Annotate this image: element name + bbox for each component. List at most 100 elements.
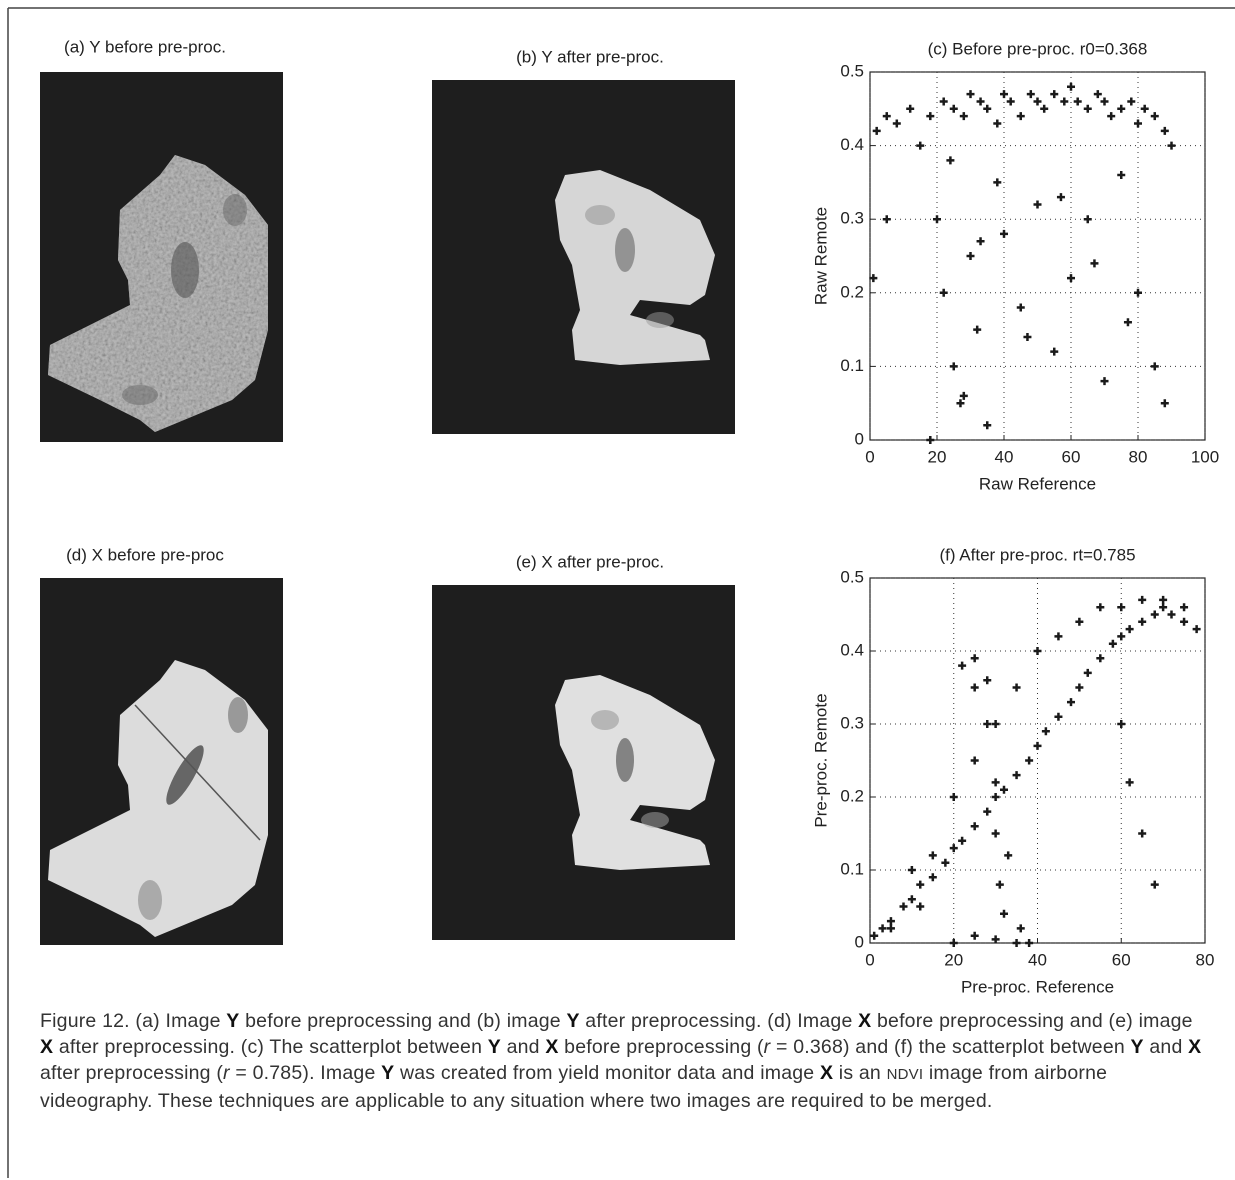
scatter-point	[1127, 97, 1136, 106]
scatter-point	[886, 917, 895, 926]
scatter-point	[991, 793, 1000, 801]
scatter-point	[1125, 625, 1134, 634]
scatter-point	[1083, 215, 1092, 224]
scatter-point	[956, 399, 965, 408]
x-tick-label: 60	[1062, 447, 1081, 466]
scatter-point	[1067, 698, 1075, 707]
y-tick-label: 0	[855, 932, 864, 951]
scatter-point	[870, 931, 879, 940]
scatter-point	[1117, 720, 1126, 728]
scatter-point	[1093, 90, 1102, 99]
x-tick-label: 0	[865, 950, 874, 969]
scatter-point	[1150, 880, 1159, 889]
scatter-point	[1100, 377, 1109, 386]
scatter-point	[1067, 274, 1075, 283]
scatter-point	[878, 924, 887, 933]
scatter-point	[1041, 727, 1050, 736]
scatter-point	[1140, 104, 1149, 113]
x-tick-label: 20	[928, 447, 947, 466]
caption-text: = 0.785). Image	[229, 1062, 382, 1084]
caption-text: = 0.368) and (f) the scatterplot between	[770, 1036, 1131, 1058]
scatter-point	[1083, 668, 1092, 677]
scatter-point	[1159, 595, 1168, 604]
scatter-point	[1050, 90, 1059, 99]
scatter-point	[983, 421, 992, 430]
scatter-point	[899, 902, 908, 911]
scatter-point	[1125, 778, 1134, 787]
y-tick-label: 0	[855, 429, 864, 448]
scatter-point	[1006, 97, 1015, 106]
scatter-point	[1000, 90, 1008, 99]
chart-title: (c) Before pre-proc. r0=0.368	[928, 39, 1148, 58]
field-a	[48, 155, 268, 432]
line-feature	[134, 704, 261, 841]
scatter-point	[983, 676, 992, 685]
scatter-point	[1016, 112, 1025, 121]
scatter-point	[1016, 924, 1025, 933]
scatter-point	[1150, 112, 1159, 121]
scatter-point	[946, 156, 955, 165]
dark-patch	[171, 242, 199, 298]
caption-text: and	[500, 1036, 546, 1058]
scatter-point	[1100, 97, 1109, 106]
scatter-point	[1075, 617, 1084, 626]
caption-text: X	[858, 1010, 872, 1032]
scatter-point	[1150, 610, 1159, 619]
caption-text: and	[1143, 1036, 1189, 1058]
caption: Figure 12. (a) Image Y before preprocess…	[40, 1008, 1210, 1114]
scatter-point	[1025, 939, 1034, 947]
field-d	[48, 660, 268, 937]
x-tick-label: 0	[865, 447, 874, 466]
caption-text: X	[545, 1036, 559, 1058]
scatter-point	[928, 873, 937, 882]
scatter-point	[869, 274, 878, 283]
y-tick-label: 0.2	[840, 282, 864, 301]
y-axis-label: Pre-proc. Remote	[811, 693, 830, 827]
scatter-point	[949, 844, 958, 853]
scatter-point	[1023, 332, 1032, 341]
scatter-point	[1026, 90, 1035, 99]
y-tick-label: 0.3	[840, 209, 864, 228]
caption-text: Y	[487, 1036, 501, 1058]
caption-text: image from airborne videography. These t…	[40, 1062, 1108, 1112]
caption-text: X	[40, 1036, 54, 1058]
scatter-point	[926, 436, 935, 444]
caption-text: r	[223, 1062, 230, 1084]
x-tick-label: 60	[1112, 950, 1131, 969]
y-tick-label: 0.4	[840, 640, 864, 659]
scatter-point	[966, 252, 975, 260]
scatter-point	[983, 720, 992, 728]
caption-text: Y	[566, 1010, 580, 1032]
x-tick-label: 40	[1028, 950, 1047, 969]
scatter-point	[1117, 171, 1126, 180]
scatter-point	[949, 793, 958, 801]
scatter-point	[1033, 200, 1042, 209]
chart-title: (f) After pre-proc. rt=0.785	[939, 545, 1135, 564]
scatter-point	[928, 851, 937, 860]
scatter-point	[1000, 909, 1008, 918]
scatter-point	[991, 778, 1000, 787]
scatter-point	[926, 112, 935, 121]
caption-text: NDVI	[886, 1066, 924, 1083]
scatter-point	[1016, 303, 1025, 312]
caption-text: before preprocessing and (e) image	[871, 1010, 1193, 1032]
scatter-point	[1083, 104, 1092, 113]
scatter-point	[1012, 771, 1021, 780]
scatter-point	[1167, 141, 1176, 150]
scatter-point	[882, 112, 891, 121]
y-tick-label: 0.1	[840, 356, 864, 375]
scatter-point	[1000, 785, 1008, 794]
caption-text: before preprocessing and (b) image	[239, 1010, 567, 1032]
caption-text: Y	[381, 1062, 395, 1084]
panel-title: (a) Y before pre-proc.	[64, 37, 226, 56]
scatter-point	[1033, 647, 1042, 655]
frame-left-bottom	[7, 1000, 9, 1178]
scatter-point	[939, 288, 948, 297]
dark-patch	[585, 205, 615, 225]
scatter-point	[1067, 82, 1075, 91]
scatter-point	[1090, 259, 1099, 268]
scatter-point	[1160, 126, 1169, 135]
scatter-point	[976, 237, 985, 246]
caption-text: after preprocessing (	[40, 1062, 224, 1084]
